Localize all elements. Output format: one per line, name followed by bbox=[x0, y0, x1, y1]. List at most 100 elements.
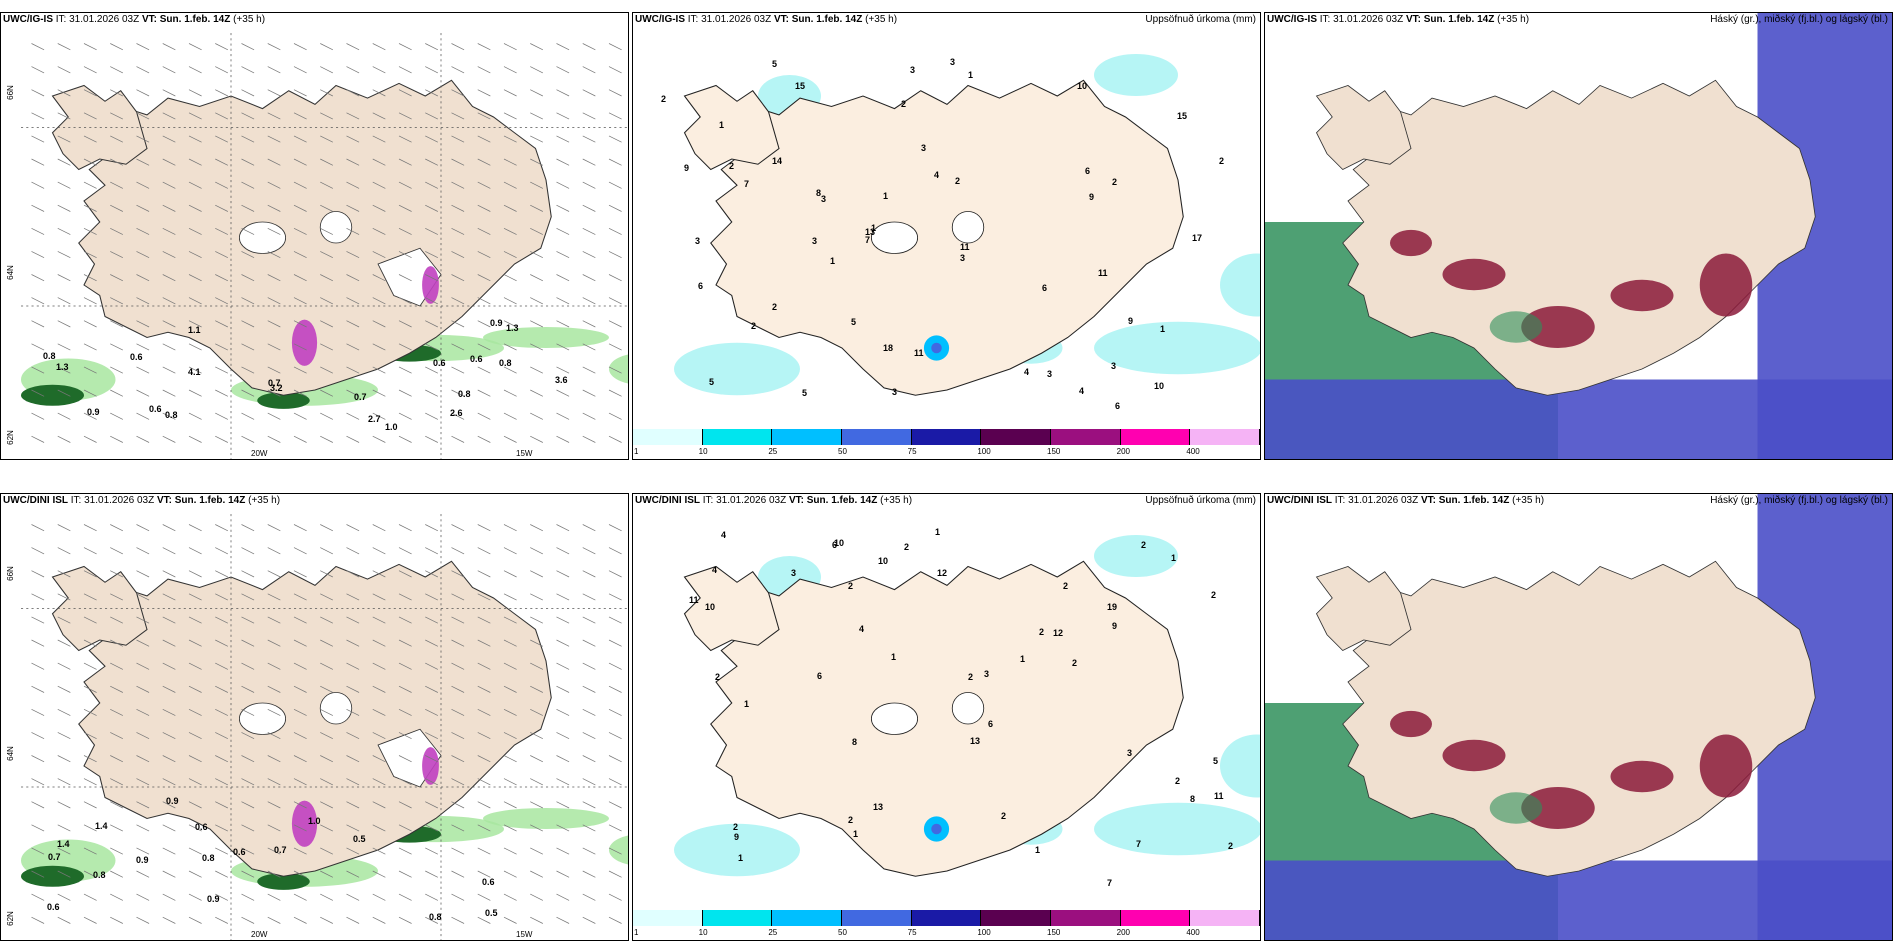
value-label: 9 bbox=[1112, 621, 1118, 631]
init-time: 31.01.2026 03Z bbox=[1333, 14, 1404, 25]
value-label: 5 bbox=[1213, 756, 1219, 766]
value-label: 2 bbox=[661, 94, 667, 104]
colorbar-tick: 200 bbox=[1116, 447, 1131, 456]
map-panel-r0-c0: UWC/IG-IS IT: 31.01.2026 03Z VT: Sun. 1.… bbox=[0, 12, 629, 460]
value-label: 1 bbox=[871, 223, 877, 233]
value-label: 0.6 bbox=[47, 902, 60, 912]
value-label: 1 bbox=[1020, 654, 1026, 664]
value-label: 0.8 bbox=[202, 853, 215, 863]
value-label: 2 bbox=[1219, 156, 1225, 166]
value-label: 2 bbox=[715, 672, 721, 682]
lead-time: (+35 h) bbox=[1512, 495, 1545, 506]
value-label: 9 bbox=[734, 832, 740, 842]
value-label: 0.7 bbox=[274, 845, 287, 855]
axis-label-lat-mid: 64N bbox=[5, 265, 15, 280]
map-panel-r1-c1: UWC/DINI ISL IT: 31.01.2026 03Z VT: Sun.… bbox=[632, 493, 1261, 941]
value-label: 13 bbox=[970, 736, 981, 746]
value-label: 13 bbox=[873, 802, 884, 812]
value-label: 0.8 bbox=[458, 389, 471, 399]
value-label: 10 bbox=[705, 602, 716, 612]
field-name: Uppsöfnuð úrkoma (mm) bbox=[1145, 495, 1256, 506]
map-canvas bbox=[21, 514, 628, 940]
colorbar-tick: 400 bbox=[1186, 447, 1200, 456]
value-label: 0.8 bbox=[429, 912, 442, 922]
value-label: 1.0 bbox=[308, 816, 321, 826]
colorbar-swatch bbox=[842, 910, 912, 926]
colorbar-tick: 100 bbox=[977, 928, 991, 937]
axis-label-lat-top: 66N bbox=[5, 566, 15, 581]
value-label: 11 bbox=[1214, 791, 1224, 801]
value-label: 1.4 bbox=[95, 821, 108, 831]
value-label: 6 bbox=[1085, 166, 1091, 176]
value-label: 9 bbox=[684, 163, 690, 173]
colorbar-tick: 150 bbox=[1047, 928, 1061, 937]
value-label: 6 bbox=[1042, 283, 1048, 293]
colorbar-swatch bbox=[981, 429, 1051, 445]
map-canvas bbox=[1265, 13, 1892, 459]
value-label: 3 bbox=[910, 65, 916, 75]
panel-header: UWC/DINI ISL IT: 31.01.2026 03Z VT: Sun.… bbox=[635, 495, 913, 506]
value-label: 1 bbox=[1160, 324, 1166, 334]
precip-colorbar: 1 10 25 50 75 100 150 200 400 bbox=[633, 429, 1260, 459]
value-label: 0.8 bbox=[93, 870, 106, 880]
value-label: 2 bbox=[729, 161, 735, 171]
value-label: 0.6 bbox=[195, 822, 208, 832]
value-label: 2 bbox=[1175, 776, 1181, 786]
colorbar-tick: 25 bbox=[768, 447, 778, 456]
value-label: 4 bbox=[712, 565, 718, 575]
colorbar-tick: 50 bbox=[838, 928, 847, 937]
value-label: 4.1 bbox=[188, 367, 201, 377]
init-time: 31.01.2026 03Z bbox=[1348, 495, 1419, 506]
value-label: 11 bbox=[1098, 268, 1108, 278]
value-label: 0.7 bbox=[354, 392, 367, 402]
value-label: 10 bbox=[1077, 81, 1088, 91]
panel-header: UWC/DINI ISL IT: 31.01.2026 03Z VT: Sun.… bbox=[3, 495, 281, 506]
value-label: 1 bbox=[891, 652, 897, 662]
colorbar-swatch bbox=[633, 910, 703, 926]
colorbar-swatch bbox=[1190, 429, 1260, 445]
colorbar-swatch bbox=[772, 910, 842, 926]
init-time: 31.01.2026 03Z bbox=[701, 14, 772, 25]
value-label: 0.7 bbox=[48, 852, 61, 862]
value-label: 0.9 bbox=[490, 318, 503, 328]
value-label: 1 bbox=[744, 699, 750, 709]
colorbar-swatch bbox=[911, 429, 982, 445]
value-label: 2 bbox=[1001, 811, 1007, 821]
value-label: 1 bbox=[1171, 553, 1177, 563]
value-label: 0.8 bbox=[499, 358, 512, 368]
value-label: 7 bbox=[1136, 839, 1142, 849]
model-name: UWC/DINI ISL bbox=[635, 495, 700, 506]
axis-label-lat-bot: 62N bbox=[5, 430, 15, 445]
colorbar-tick: 50 bbox=[838, 447, 847, 456]
value-label: 0.6 bbox=[130, 352, 143, 362]
value-label: 2.6 bbox=[450, 408, 463, 418]
value-label: 3 bbox=[1127, 748, 1133, 758]
valid-time: Sun. 1.feb. 14Z bbox=[159, 14, 231, 25]
value-label: 8 bbox=[1190, 794, 1196, 804]
model-name: UWC/DINI ISL bbox=[1267, 495, 1332, 506]
axis-label-lat-top: 66N bbox=[5, 85, 15, 100]
value-label: 5 bbox=[772, 59, 778, 69]
value-label: 6 bbox=[832, 540, 838, 550]
colorbar-tick: 150 bbox=[1047, 447, 1061, 456]
value-label: 11 bbox=[914, 348, 924, 358]
map-canvas bbox=[633, 13, 1260, 459]
value-label: 0.9 bbox=[136, 855, 149, 865]
lead-time: (+35 h) bbox=[880, 495, 913, 506]
colorbar-tick: 100 bbox=[977, 447, 991, 456]
value-label: 7 bbox=[1107, 878, 1113, 888]
value-label: 14 bbox=[772, 156, 783, 166]
panel-header: UWC/IG-IS IT: 31.01.2026 03Z VT: Sun. 1.… bbox=[635, 14, 898, 25]
axis-label-lon-left: 20W bbox=[251, 930, 268, 939]
colorbar-tick: 1 bbox=[634, 928, 639, 937]
colorbar-tick: 10 bbox=[698, 928, 708, 937]
value-label: 3 bbox=[950, 57, 956, 67]
value-label: 11 bbox=[960, 242, 970, 252]
colorbar-tick: 75 bbox=[907, 447, 917, 456]
valid-time: Sun. 1.feb. 14Z bbox=[1438, 495, 1510, 506]
value-label: 0.6 bbox=[470, 354, 483, 364]
map-panel-r0-c1: UWC/IG-IS IT: 31.01.2026 03Z VT: Sun. 1.… bbox=[632, 12, 1261, 460]
value-label: 1.4 bbox=[57, 839, 70, 849]
value-label: 8 bbox=[816, 188, 822, 198]
colorbar-swatch bbox=[842, 429, 912, 445]
